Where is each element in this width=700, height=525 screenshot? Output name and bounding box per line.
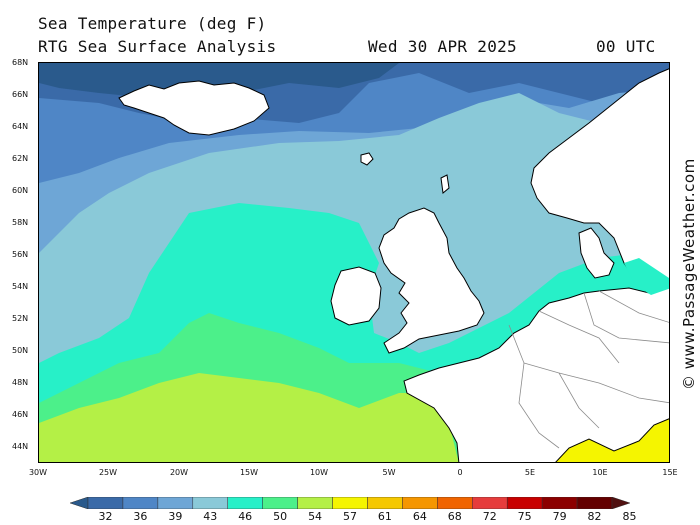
legend-label: 68	[447, 510, 462, 523]
legend-swatch	[122, 497, 159, 509]
lon-label: 10E	[592, 468, 608, 477]
lat-label: 64N	[12, 122, 29, 131]
legend-swatch	[297, 497, 333, 509]
country-borders	[508, 290, 669, 449]
baltic-sea	[624, 258, 669, 295]
legend-label: 61	[377, 510, 392, 523]
lon-label: 10W	[309, 468, 329, 477]
lon-label: 0	[457, 468, 463, 477]
legend-swatch	[87, 497, 124, 509]
lat-label: 66N	[12, 90, 29, 99]
lat-label: 52N	[12, 314, 29, 323]
lat-label: 56N	[12, 250, 29, 259]
legend-swatch	[157, 497, 194, 509]
lon-label: 30W	[28, 468, 48, 477]
lat-label: 50N	[12, 346, 29, 355]
legend-swatch	[506, 497, 543, 509]
legend-swatch	[192, 497, 228, 509]
legend-swatch	[367, 497, 403, 509]
lat-label: 58N	[12, 218, 29, 227]
legend-label: 82	[587, 510, 602, 523]
band-yellow-green	[39, 373, 459, 462]
legend-label: 50	[273, 510, 288, 523]
lon-label: 25W	[98, 468, 118, 477]
ireland-land	[330, 266, 382, 326]
great-britain-land	[378, 207, 485, 354]
legend-label: 79	[552, 510, 567, 523]
shetland-land	[440, 174, 450, 194]
denmark-land	[578, 227, 615, 279]
lon-label: 15E	[662, 468, 678, 477]
legend-label: 32	[98, 510, 113, 523]
lon-label: 20W	[169, 468, 189, 477]
legend-label: 75	[517, 510, 532, 523]
sea-temperature-map	[38, 62, 670, 463]
legend-label: 64	[412, 510, 427, 523]
map-subtitle: RTG Sea Surface Analysis	[38, 37, 277, 56]
legend-swatch	[227, 497, 263, 509]
iceland-land	[118, 80, 270, 136]
forecast-time: 00 UTC	[596, 37, 656, 56]
lat-label: 48N	[12, 378, 29, 387]
legend-arrow-high	[611, 497, 630, 509]
faroe-land	[360, 152, 374, 166]
lon-label: 5E	[524, 468, 536, 477]
legend-swatch	[332, 497, 368, 509]
color-scale-legend	[70, 497, 630, 509]
legend-label: 43	[203, 510, 218, 523]
legend-swatch	[402, 497, 438, 509]
lat-label: 44N	[12, 442, 29, 451]
legend-label: 57	[343, 510, 357, 523]
lat-label: 46N	[12, 410, 29, 419]
legend-swatch	[472, 497, 508, 509]
legend-label: 46	[238, 510, 253, 523]
lat-label: 62N	[12, 154, 29, 163]
legend-swatch	[576, 497, 613, 509]
legend-label: 85	[622, 510, 637, 523]
lat-label: 54N	[12, 282, 29, 291]
legend-arrow-low	[70, 497, 89, 509]
mediterranean-sea	[555, 418, 669, 462]
lon-label: 5W	[382, 468, 396, 477]
legend-swatch	[541, 497, 578, 509]
lon-label: 15W	[239, 468, 259, 477]
legend-label: 72	[482, 510, 497, 523]
band-darkest	[39, 63, 399, 98]
legend-label: 39	[168, 510, 183, 523]
legend-swatch	[437, 497, 473, 509]
map-title: Sea Temperature (deg F)	[38, 14, 267, 33]
lat-label: 68N	[12, 58, 29, 67]
legend-label: 36	[133, 510, 148, 523]
passageweather-credit: © www.PassageWeather.com	[680, 158, 698, 390]
forecast-date: Wed 30 APR 2025	[368, 37, 517, 56]
lat-label: 60N	[12, 186, 29, 195]
legend-label: 54	[308, 510, 323, 523]
legend-swatch	[262, 497, 298, 509]
europe-land	[403, 278, 669, 462]
